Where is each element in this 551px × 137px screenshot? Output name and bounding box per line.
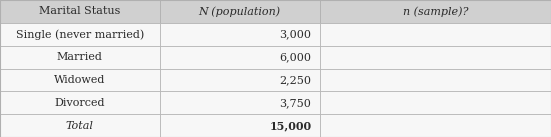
Text: Widowed: Widowed (54, 75, 106, 85)
Text: Marital Status: Marital Status (39, 6, 121, 16)
Bar (0, 46, 160, 68)
Bar (160, 46, 320, 68)
Bar (160, 91, 320, 114)
Text: 6,000: 6,000 (279, 52, 311, 62)
Text: 2,250: 2,250 (279, 75, 311, 85)
Text: Total: Total (66, 121, 94, 131)
Bar (320, 23, 551, 46)
Text: Single (never married): Single (never married) (16, 29, 144, 40)
Bar (160, 0, 320, 23)
Bar (320, 0, 551, 23)
Text: 3,750: 3,750 (279, 98, 311, 108)
Bar (0, 68, 160, 91)
Bar (0, 91, 160, 114)
Text: N (population): N (population) (198, 6, 281, 17)
Bar (320, 91, 551, 114)
Bar (320, 114, 551, 137)
Text: Divorced: Divorced (55, 98, 105, 108)
Text: Married: Married (57, 52, 103, 62)
Bar (0, 114, 160, 137)
Text: 15,000: 15,000 (269, 120, 311, 131)
Bar (160, 68, 320, 91)
Text: n (sample)?: n (sample)? (403, 6, 468, 17)
Bar (320, 68, 551, 91)
Bar (160, 23, 320, 46)
Bar (0, 23, 160, 46)
Bar (320, 46, 551, 68)
Bar (0, 0, 160, 23)
Bar (160, 114, 320, 137)
Text: 3,000: 3,000 (279, 29, 311, 39)
